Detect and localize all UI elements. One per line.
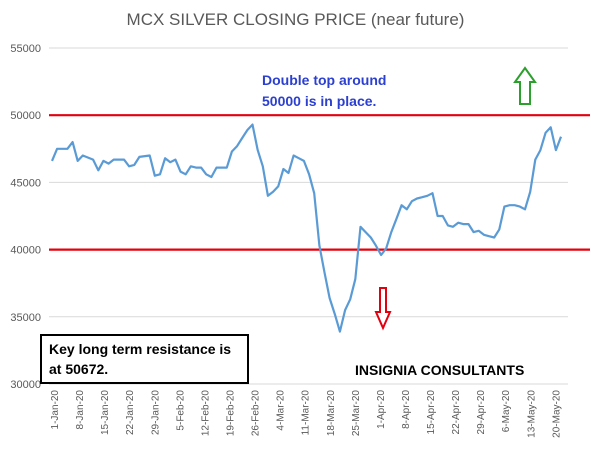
brand-label: INSIGNIA CONSULTANTS xyxy=(355,362,525,378)
key-resistance-box: Key long term resistance is at 50672. xyxy=(40,334,249,384)
down-arrow-icon xyxy=(374,287,392,331)
x-tick-label-20: 20-May-20 xyxy=(551,390,562,438)
x-tick-label-2: 15-Jan-20 xyxy=(100,390,111,435)
x-tick-label-8: 26-Feb-20 xyxy=(251,390,262,437)
x-tick-label-4: 29-Jan-20 xyxy=(150,390,161,435)
x-tick-label-14: 8-Apr-20 xyxy=(401,390,412,429)
x-tick-label-1: 8-Jan-20 xyxy=(75,390,86,430)
chart-title: MCX SILVER CLOSING PRICE (near future) xyxy=(126,10,465,29)
y-tick-label-35000: 35000 xyxy=(10,312,41,324)
x-axis-tick-labels: 1-Jan-20 8-Jan-20 15-Jan-20 22-Jan-20 29-Jan… xyxy=(50,390,562,438)
arrows xyxy=(374,66,537,331)
key-resistance-line-1: Key long term resistance is xyxy=(49,341,232,357)
x-tick-label-18: 6-May-20 xyxy=(501,390,512,433)
key-resistance-line-2: at 50672. xyxy=(49,361,109,377)
double-top-line-2: 50000 is in place. xyxy=(262,93,377,109)
x-tick-label-13: 1-Apr-20 xyxy=(376,390,387,429)
y-axis-tick-labels: 30000 35000 40000 45000 50000 55000 xyxy=(10,43,41,391)
x-tick-label-7: 19-Feb-20 xyxy=(225,390,236,437)
x-tick-label-11: 18-Mar-20 xyxy=(326,390,337,437)
double-top-annotation: Double top around 50000 is in place. xyxy=(262,70,412,112)
y-tick-label-30000: 30000 xyxy=(10,379,41,391)
y-tick-label-50000: 50000 xyxy=(10,110,41,122)
x-tick-label-3: 22-Jan-20 xyxy=(125,390,136,435)
x-tick-label-19: 13-May-20 xyxy=(526,390,537,438)
closing-price-line xyxy=(50,123,563,333)
y-tick-label-45000: 45000 xyxy=(10,177,41,189)
x-tick-label-6: 12-Feb-20 xyxy=(200,390,211,437)
up-arrow-icon xyxy=(513,66,537,105)
x-tick-label-5: 5-Feb-20 xyxy=(175,390,186,431)
x-tick-label-15: 15-Apr-20 xyxy=(426,390,437,435)
x-tick-label-17: 29-Apr-20 xyxy=(476,390,487,435)
x-tick-label-9: 4-Mar-20 xyxy=(276,390,287,431)
y-tick-label-55000: 55000 xyxy=(10,43,41,55)
x-tick-label-0: 1-Jan-20 xyxy=(50,390,61,430)
y-tick-label-40000: 40000 xyxy=(10,245,41,257)
double-top-line-1: Double top around xyxy=(262,72,387,88)
x-tick-label-10: 11-Mar-20 xyxy=(301,390,312,436)
x-tick-label-12: 25-Mar-20 xyxy=(351,390,362,437)
x-tick-label-16: 22-Apr-20 xyxy=(451,390,462,435)
